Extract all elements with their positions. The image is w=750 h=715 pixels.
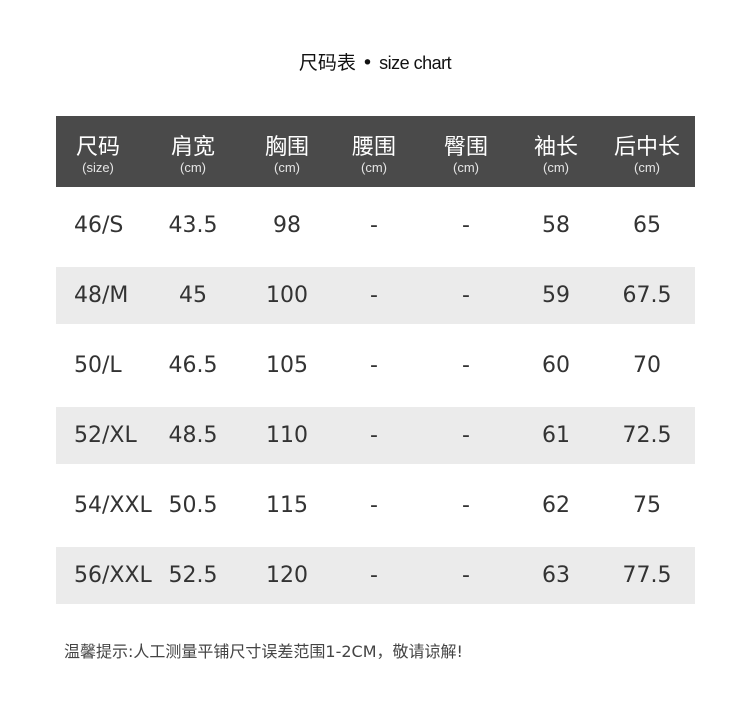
table-row: 56/XXL 52.5 120 - - 63 77.5 xyxy=(56,541,695,611)
table-header: 尺码 (size) 肩宽 (cm) 胸围 (cm) 腰围 (cm) 臀围 (cm) 袖长 (cm) 后中… xyxy=(56,116,695,187)
table-cell: 75 xyxy=(633,493,661,518)
column-header: 袖长 (cm) xyxy=(506,116,606,175)
table-cell: 56/XXL xyxy=(74,563,152,588)
table-cell: - xyxy=(370,283,378,308)
table-cell: 72.5 xyxy=(622,423,672,448)
column-label: 尺码 xyxy=(75,135,120,160)
table-row: 48/M 45 100 - - 59 67.5 xyxy=(56,261,695,331)
title-main: 尺码表 xyxy=(298,52,356,74)
title-sub: size chart xyxy=(379,53,452,73)
table-cell: 70 xyxy=(633,353,661,378)
column-label: 腰围 xyxy=(351,135,396,160)
table-cell: 50.5 xyxy=(168,493,218,518)
measurement-note: 温馨提示:人工测量平铺尺寸误差范围1-2CM，敬请谅解! xyxy=(64,642,463,661)
column-header: 肩宽 (cm) xyxy=(143,116,243,175)
table-cell: 67.5 xyxy=(622,283,672,308)
table-cell: 46/S xyxy=(74,213,124,238)
table-cell: 50/L xyxy=(74,353,122,378)
row-background xyxy=(56,407,695,464)
table-cell: - xyxy=(370,563,378,588)
column-label: 肩宽 xyxy=(170,135,215,160)
table-cell: 120 xyxy=(266,563,308,588)
table-cell: - xyxy=(370,493,378,518)
table-row: 50/L 46.5 105 - - 60 70 xyxy=(56,331,695,401)
table-cell: - xyxy=(370,423,378,448)
column-label: 臀围 xyxy=(443,135,488,160)
table-cell: - xyxy=(370,353,378,378)
column-unit: (cm) xyxy=(180,160,206,175)
column-unit: (cm) xyxy=(634,160,660,175)
table-row: 52/XL 48.5 110 - - 61 72.5 xyxy=(56,401,695,471)
column-label: 后中长 xyxy=(613,135,680,160)
table-cell: - xyxy=(462,423,470,448)
table-cell: 59 xyxy=(542,283,570,308)
table-cell: 43.5 xyxy=(168,213,218,238)
title-separator: • xyxy=(361,52,374,74)
row-background xyxy=(56,267,695,324)
table-cell: 48/M xyxy=(74,283,129,308)
table-cell: 52.5 xyxy=(168,563,218,588)
table-cell: 62 xyxy=(542,493,570,518)
column-header: 胸围 (cm) xyxy=(237,116,337,175)
table-cell: 110 xyxy=(266,423,308,448)
table-row: 54/XXL 50.5 115 - - 62 75 xyxy=(56,471,695,541)
column-unit: (cm) xyxy=(453,160,479,175)
table-cell: 105 xyxy=(266,353,308,378)
column-header: 尺码 (size) xyxy=(48,116,148,175)
column-unit: (cm) xyxy=(274,160,300,175)
page-title: 尺码表 • size chart xyxy=(0,48,750,75)
table-cell: - xyxy=(462,353,470,378)
table-cell: 60 xyxy=(542,353,570,378)
table-cell: 61 xyxy=(542,423,570,448)
table-cell: 100 xyxy=(266,283,308,308)
table-cell: 65 xyxy=(633,213,661,238)
table-cell: - xyxy=(462,213,470,238)
table-row: 46/S 43.5 98 - - 58 65 xyxy=(56,191,695,261)
table-cell: 98 xyxy=(273,213,301,238)
table-cell: 58 xyxy=(542,213,570,238)
table-cell: 45 xyxy=(179,283,207,308)
column-unit: (size) xyxy=(82,160,114,175)
table-cell: 77.5 xyxy=(622,563,672,588)
table-cell: - xyxy=(462,493,470,518)
table-cell: 46.5 xyxy=(168,353,218,378)
table-cell: 52/XL xyxy=(74,423,137,448)
table-cell: 115 xyxy=(266,493,308,518)
column-header: 后中长 (cm) xyxy=(597,116,697,175)
column-header: 腰围 (cm) xyxy=(324,116,424,175)
column-label: 胸围 xyxy=(264,135,309,160)
table-cell: - xyxy=(462,283,470,308)
table-cell: 48.5 xyxy=(168,423,218,448)
table-cell: - xyxy=(462,563,470,588)
table-cell: 63 xyxy=(542,563,570,588)
column-header: 臀围 (cm) xyxy=(416,116,516,175)
table-cell: 54/XXL xyxy=(74,493,152,518)
column-unit: (cm) xyxy=(543,160,569,175)
row-background xyxy=(56,547,695,604)
table-cell: - xyxy=(370,213,378,238)
column-label: 袖长 xyxy=(533,135,578,160)
column-unit: (cm) xyxy=(361,160,387,175)
